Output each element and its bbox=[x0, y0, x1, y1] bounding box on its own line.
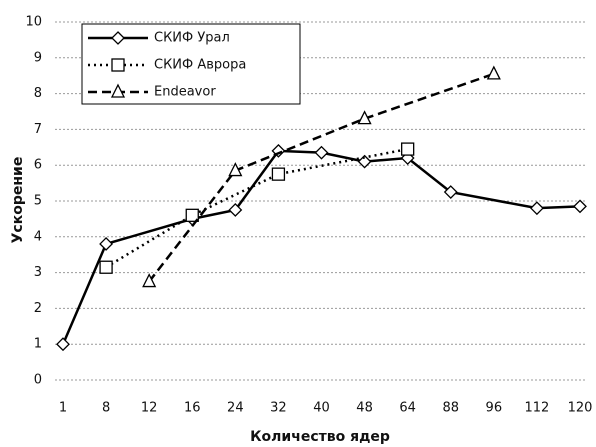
series-line bbox=[148, 72, 495, 283]
x-axis-title: Количество ядер bbox=[250, 429, 390, 445]
x-tick-label: 88 bbox=[442, 401, 459, 416]
x-tick-label: 48 bbox=[356, 401, 373, 416]
marker bbox=[228, 203, 243, 217]
y-tick-label: 10 bbox=[25, 15, 42, 30]
x-tick-label: 24 bbox=[227, 401, 244, 416]
y-tick-label: 6 bbox=[34, 158, 42, 173]
y-tick-label: 3 bbox=[34, 265, 42, 280]
x-tick-label: 40 bbox=[313, 401, 330, 416]
x-tick-label: 96 bbox=[486, 401, 503, 416]
y-tick-label: 4 bbox=[34, 229, 42, 244]
marker bbox=[357, 154, 372, 169]
legend-label: СКИФ Аврора bbox=[154, 58, 246, 73]
y-tick-label: 0 bbox=[34, 373, 42, 388]
marker bbox=[271, 167, 286, 181]
y-tick-label: 5 bbox=[34, 194, 42, 209]
legend-marker bbox=[111, 31, 125, 45]
x-tick-label: 64 bbox=[399, 401, 416, 416]
x-tick-label: 32 bbox=[270, 401, 287, 416]
y-tick-label: 7 bbox=[34, 122, 42, 137]
marker bbox=[99, 237, 114, 251]
y-tick-label: 1 bbox=[34, 337, 42, 352]
legend-label: СКИФ Урал bbox=[154, 31, 230, 46]
marker bbox=[573, 199, 587, 214]
legend-marker bbox=[110, 83, 126, 98]
x-tick-label: 12 bbox=[141, 401, 158, 416]
marker bbox=[529, 201, 544, 216]
x-tick-label: 8 bbox=[102, 401, 110, 416]
x-tick-label: 112 bbox=[525, 401, 550, 416]
series-line bbox=[105, 147, 408, 269]
series-line bbox=[61, 149, 581, 345]
legend-marker bbox=[111, 58, 125, 72]
x-tick-label: 120 bbox=[568, 401, 593, 416]
marker bbox=[314, 145, 329, 160]
y-axis-title: Ускорение bbox=[10, 157, 26, 244]
marker bbox=[357, 110, 372, 125]
marker bbox=[443, 185, 458, 199]
marker bbox=[486, 65, 501, 80]
marker bbox=[56, 337, 70, 352]
marker bbox=[185, 208, 199, 222]
marker bbox=[228, 162, 243, 177]
marker bbox=[401, 142, 415, 156]
y-tick-label: 9 bbox=[34, 50, 42, 65]
y-tick-label: 8 bbox=[34, 86, 42, 101]
y-tick-label: 2 bbox=[34, 301, 42, 316]
x-tick-label: 1 bbox=[59, 401, 67, 416]
legend-label: Endeavor bbox=[154, 85, 216, 100]
marker bbox=[142, 273, 157, 288]
marker bbox=[99, 260, 113, 274]
x-tick-label: 16 bbox=[184, 401, 201, 416]
